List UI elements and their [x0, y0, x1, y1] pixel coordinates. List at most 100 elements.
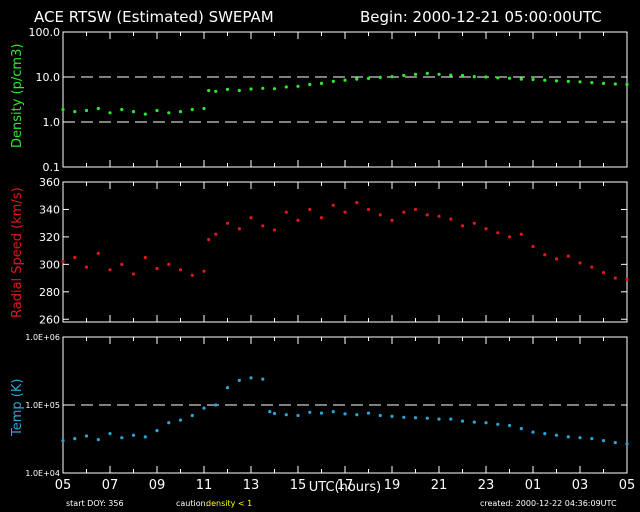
- density-data-point: [343, 78, 347, 82]
- density-data-point: [96, 106, 100, 111]
- speed-data-point: [96, 251, 100, 255]
- speed-data-point: [590, 265, 594, 269]
- density-data-point: [178, 110, 183, 114]
- speed-data-point: [84, 265, 89, 269]
- density-axis-label: Density (p/cm3): [10, 44, 25, 148]
- chart-title: ACE RTSW (Estimated) SWEPAM: [34, 8, 274, 26]
- temp-data-point: [261, 377, 265, 381]
- x-tick-label: 11: [196, 478, 213, 493]
- speed-data-point: [601, 271, 606, 275]
- temp-data-point: [413, 416, 418, 420]
- x-tick-label: 07: [102, 478, 119, 493]
- speed-axis-label: Radial Speed (km/s): [10, 187, 25, 318]
- speed-data-point: [496, 231, 500, 235]
- temp-data-point: [566, 435, 570, 439]
- x-tick-label: 17: [337, 478, 354, 493]
- density-data-point: [207, 88, 211, 93]
- speed-data-point: [413, 207, 418, 212]
- speed-data-point: [249, 216, 253, 220]
- density-data-point: [625, 82, 629, 87]
- speed-data-point: [202, 269, 206, 273]
- speed-data-point: [207, 238, 211, 242]
- density-data-point: [155, 108, 159, 113]
- temp-data-point: [190, 413, 194, 418]
- temp-ytick-label: 1.0E+06: [25, 333, 60, 342]
- speed-data-point: [167, 262, 171, 266]
- density-ytick-label: 100.0: [29, 26, 61, 39]
- x-tick-label: 05: [619, 478, 636, 493]
- temp-data-point: [425, 416, 429, 420]
- temp-ytick-label: 1.0E+05: [25, 401, 60, 410]
- speed-data-point: [225, 221, 230, 225]
- density-data-point: [61, 107, 65, 112]
- speed-data-point: [625, 277, 629, 282]
- x-axis-label: UTC(hours): [309, 480, 381, 495]
- density-data-point: [507, 76, 512, 80]
- density-data-point: [214, 89, 218, 93]
- speed-data-point: [143, 255, 147, 260]
- speed-data-point: [484, 227, 488, 231]
- speed-data-point: [131, 272, 136, 276]
- x-tick-label: 21: [431, 478, 448, 493]
- density-data-point: [554, 79, 559, 83]
- speed-data-point: [531, 244, 535, 249]
- density-data-point: [425, 71, 429, 75]
- speed-data-point: [378, 213, 382, 217]
- density-ytick-label: 1.0: [43, 116, 61, 129]
- caution-label: caution:: [176, 499, 208, 508]
- temp-data-point: [519, 427, 523, 431]
- temp-data-point: [108, 432, 112, 436]
- temp-data-point: [590, 437, 594, 441]
- start-doy: start DOY: 356: [66, 499, 124, 508]
- density-data-point: [590, 81, 594, 85]
- density-data-point: [131, 110, 136, 114]
- temp-data-point: [319, 411, 324, 415]
- speed-ytick-label: 280: [39, 286, 60, 299]
- x-tick-label: 03: [572, 478, 589, 493]
- temp-data-point: [202, 406, 206, 410]
- density-data-point: [378, 75, 382, 79]
- temp-data-point: [378, 413, 382, 418]
- temp-data-point: [496, 422, 500, 426]
- density-data-point: [73, 110, 77, 114]
- speed-data-point: [425, 213, 429, 217]
- speed-data-point: [237, 227, 241, 231]
- density-data-point: [284, 85, 288, 89]
- density-data-point: [331, 79, 335, 83]
- speed-data-point: [319, 216, 324, 220]
- speed-panel-frame: [62, 181, 628, 323]
- speed-data-point: [284, 210, 288, 214]
- temp-data-point: [249, 376, 253, 380]
- density-data-point: [413, 72, 418, 76]
- speed-data-point: [543, 253, 547, 257]
- speed-data-point: [472, 221, 476, 225]
- temp-data-point: [143, 435, 147, 439]
- created-time: created: 2000-12-22 04:36:09UTC: [480, 499, 617, 508]
- speed-data-point: [519, 232, 523, 236]
- speed-ytick-label: 300: [39, 258, 60, 271]
- density-data-point: [496, 76, 500, 80]
- speed-data-point: [214, 232, 218, 236]
- density-data-point: [531, 77, 535, 82]
- density-data-point: [472, 75, 476, 79]
- speed-data-point: [460, 224, 465, 228]
- speed-ytick-label: 320: [39, 231, 60, 244]
- speed-data-point: [402, 210, 406, 214]
- caution-value: density < 1: [206, 499, 252, 508]
- speed-data-point: [355, 201, 359, 205]
- density-data-point: [578, 80, 582, 84]
- temp-data-point: [268, 410, 272, 414]
- density-data-point: [366, 76, 371, 80]
- density-data-point: [543, 78, 547, 82]
- density-data-point: [449, 73, 453, 77]
- density-data-point: [601, 81, 606, 85]
- temp-data-point: [601, 439, 606, 443]
- speed-data-point: [296, 218, 300, 222]
- density-data-point: [402, 73, 406, 78]
- density-data-point: [566, 79, 570, 83]
- temp-data-point: [284, 413, 288, 417]
- temp-data-point: [355, 413, 359, 417]
- speed-data-point: [566, 254, 570, 258]
- temp-data-point: [437, 417, 441, 421]
- x-tick-label: 01: [525, 478, 542, 493]
